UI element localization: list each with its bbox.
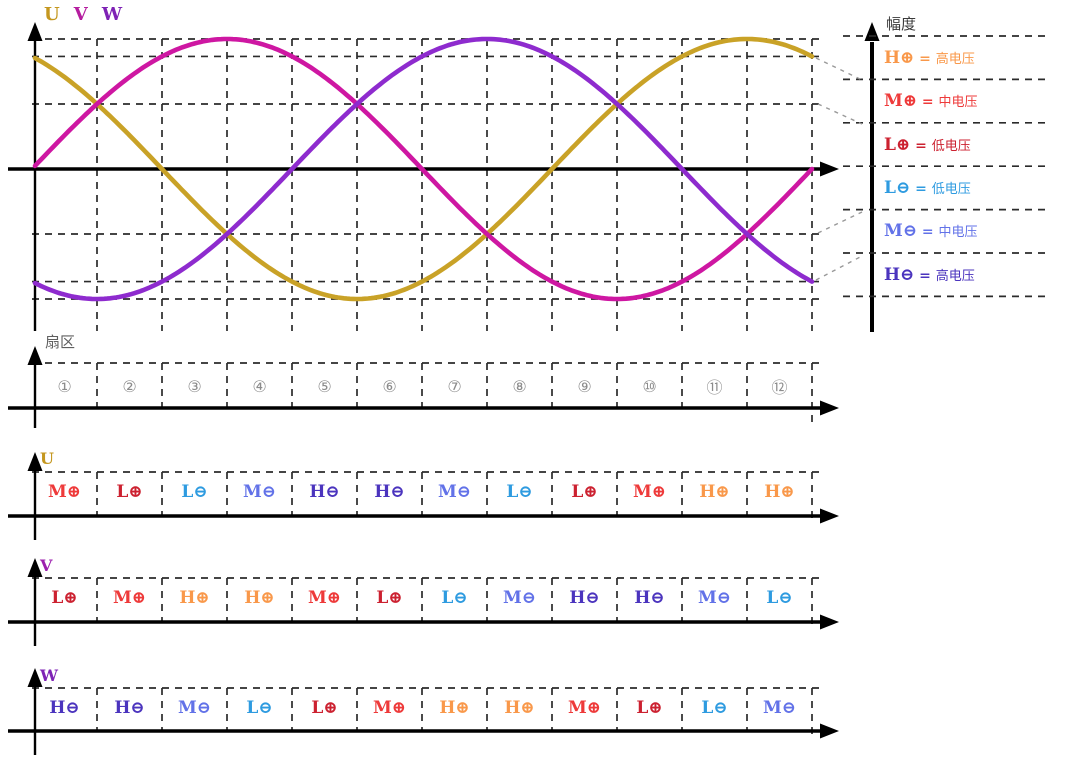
sector-number: ⑫: [771, 378, 788, 397]
voltage-level-cell: H⊕: [504, 698, 535, 718]
voltage-level-cell: M⊕: [112, 588, 147, 608]
legend-text: 高电压: [935, 51, 975, 67]
legend-text: 高电压: [935, 268, 975, 284]
sector-number: ⑨: [577, 376, 592, 396]
voltage-level-cell: M⊖: [502, 588, 537, 608]
legend-equals: =: [914, 50, 936, 67]
voltage-level-cell: H⊖: [309, 482, 340, 502]
sector-axis-label: 扇区: [45, 333, 76, 351]
legend-equals: =: [917, 224, 939, 241]
legend-code: M⊖: [884, 221, 918, 242]
voltage-level-cell: H⊕: [244, 588, 275, 608]
voltage-level-cell: M⊖: [762, 698, 797, 718]
legend-item-H⊕: H⊕ = 高电压: [884, 47, 975, 69]
phase-title-w: W: [101, 4, 123, 25]
legend-equals: =: [914, 267, 936, 284]
voltage-level-cell: H⊕: [439, 698, 470, 718]
legend-code: H⊖: [884, 264, 915, 285]
voltage-level-cell: M⊕: [372, 698, 407, 718]
sector-number: ⑤: [317, 376, 332, 396]
voltage-level-cell: M⊕: [47, 482, 82, 502]
legend-item-H⊖: H⊖ = 高电压: [884, 264, 975, 286]
voltage-level-cell: L⊕: [376, 588, 403, 608]
legend-item-M⊖: M⊖ = 中电压: [884, 220, 978, 242]
sector-number: ④: [252, 376, 267, 396]
sector-numbers-row: ① ② ③ ④ ⑤ ⑥ ⑦ ⑧ ⑨ ⑩ ⑪ ⑫: [32, 373, 812, 399]
voltage-level-cell: H⊖: [569, 588, 600, 608]
sector-number: ①: [57, 376, 72, 396]
sector-number: ⑥: [382, 376, 397, 396]
legend-text: 低电压: [931, 138, 971, 154]
voltage-level-cell: M⊖: [177, 698, 212, 718]
legend-code: L⊖: [884, 177, 911, 198]
voltage-level-cell: H⊖: [634, 588, 665, 608]
legend-code: M⊕: [884, 91, 918, 112]
voltage-level-cell: H⊕: [179, 588, 210, 608]
voltage-level-cell: L⊕: [571, 482, 598, 502]
legend-code: L⊕: [884, 134, 911, 155]
amplitude-axis-label: 幅度: [886, 15, 917, 33]
voltage-level-cell: L⊖: [441, 588, 468, 608]
voltage-level-cell: L⊕: [311, 698, 338, 718]
voltage-level-cell: L⊕: [636, 698, 663, 718]
phase-title-v: V: [73, 4, 88, 25]
voltage-level-cell: M⊖: [697, 588, 732, 608]
phase-row-label-v: V: [40, 556, 53, 575]
phase-row-label-u: U: [40, 449, 54, 468]
voltage-level-cell: L⊖: [246, 698, 273, 718]
voltage-level-cell: L⊖: [701, 698, 728, 718]
sector-number: ⑦: [447, 376, 462, 396]
voltage-level-cell: H⊖: [374, 482, 405, 502]
voltage-level-cell: M⊕: [632, 482, 667, 502]
sector-number: ⑪: [706, 378, 723, 397]
sector-number: ⑧: [512, 376, 527, 396]
legend-item-M⊕: M⊕ = 中电压: [884, 90, 978, 112]
phase-title-u: U: [44, 4, 60, 25]
phase-row-label-w: W: [40, 666, 58, 685]
phase-row-cells-v: L⊕ M⊕ H⊕ H⊕ M⊕ L⊕ L⊖ M⊖ H⊖ H⊖ M⊖ L⊖: [32, 585, 812, 611]
legend-equals: =: [910, 137, 932, 154]
legend-equals: =: [910, 180, 932, 197]
voltage-level-cell: L⊕: [51, 588, 78, 608]
sector-number: ⑩: [642, 376, 657, 396]
phase-row-cells-u: M⊕ L⊕ L⊖ M⊖ H⊖ H⊖ M⊖ L⊖ L⊕ M⊕ H⊕ H⊕: [32, 479, 812, 505]
phase-title: U V W: [44, 4, 131, 25]
voltage-level-cell: L⊕: [116, 482, 143, 502]
voltage-level-cell: M⊕: [567, 698, 602, 718]
voltage-level-cell: L⊖: [181, 482, 208, 502]
voltage-level-cell: H⊖: [114, 698, 145, 718]
voltage-level-cell: M⊖: [242, 482, 277, 502]
voltage-level-cell: H⊖: [49, 698, 80, 718]
sector-number: ②: [122, 376, 137, 396]
voltage-level-cell: L⊖: [766, 588, 793, 608]
voltage-level-cell: L⊖: [506, 482, 533, 502]
legend-text: 中电压: [938, 95, 978, 111]
phase-row-cells-w: H⊖ H⊖ M⊖ L⊖ L⊕ M⊕ H⊕ H⊕ M⊕ L⊕ L⊖ M⊖: [32, 695, 812, 721]
legend-text: 中电压: [938, 225, 978, 241]
voltage-level-cell: H⊕: [764, 482, 795, 502]
legend-code: H⊕: [884, 47, 915, 68]
legend-text: 低电压: [931, 181, 971, 197]
legend-item-L⊕: L⊕ = 低电压: [884, 134, 971, 156]
legend-item-L⊖: L⊖ = 低电压: [884, 177, 971, 199]
voltage-level-cell: M⊕: [307, 588, 342, 608]
voltage-level-cell: M⊖: [437, 482, 472, 502]
sector-number: ③: [187, 376, 202, 396]
voltage-level-cell: H⊕: [699, 482, 730, 502]
legend-equals: =: [917, 94, 939, 111]
